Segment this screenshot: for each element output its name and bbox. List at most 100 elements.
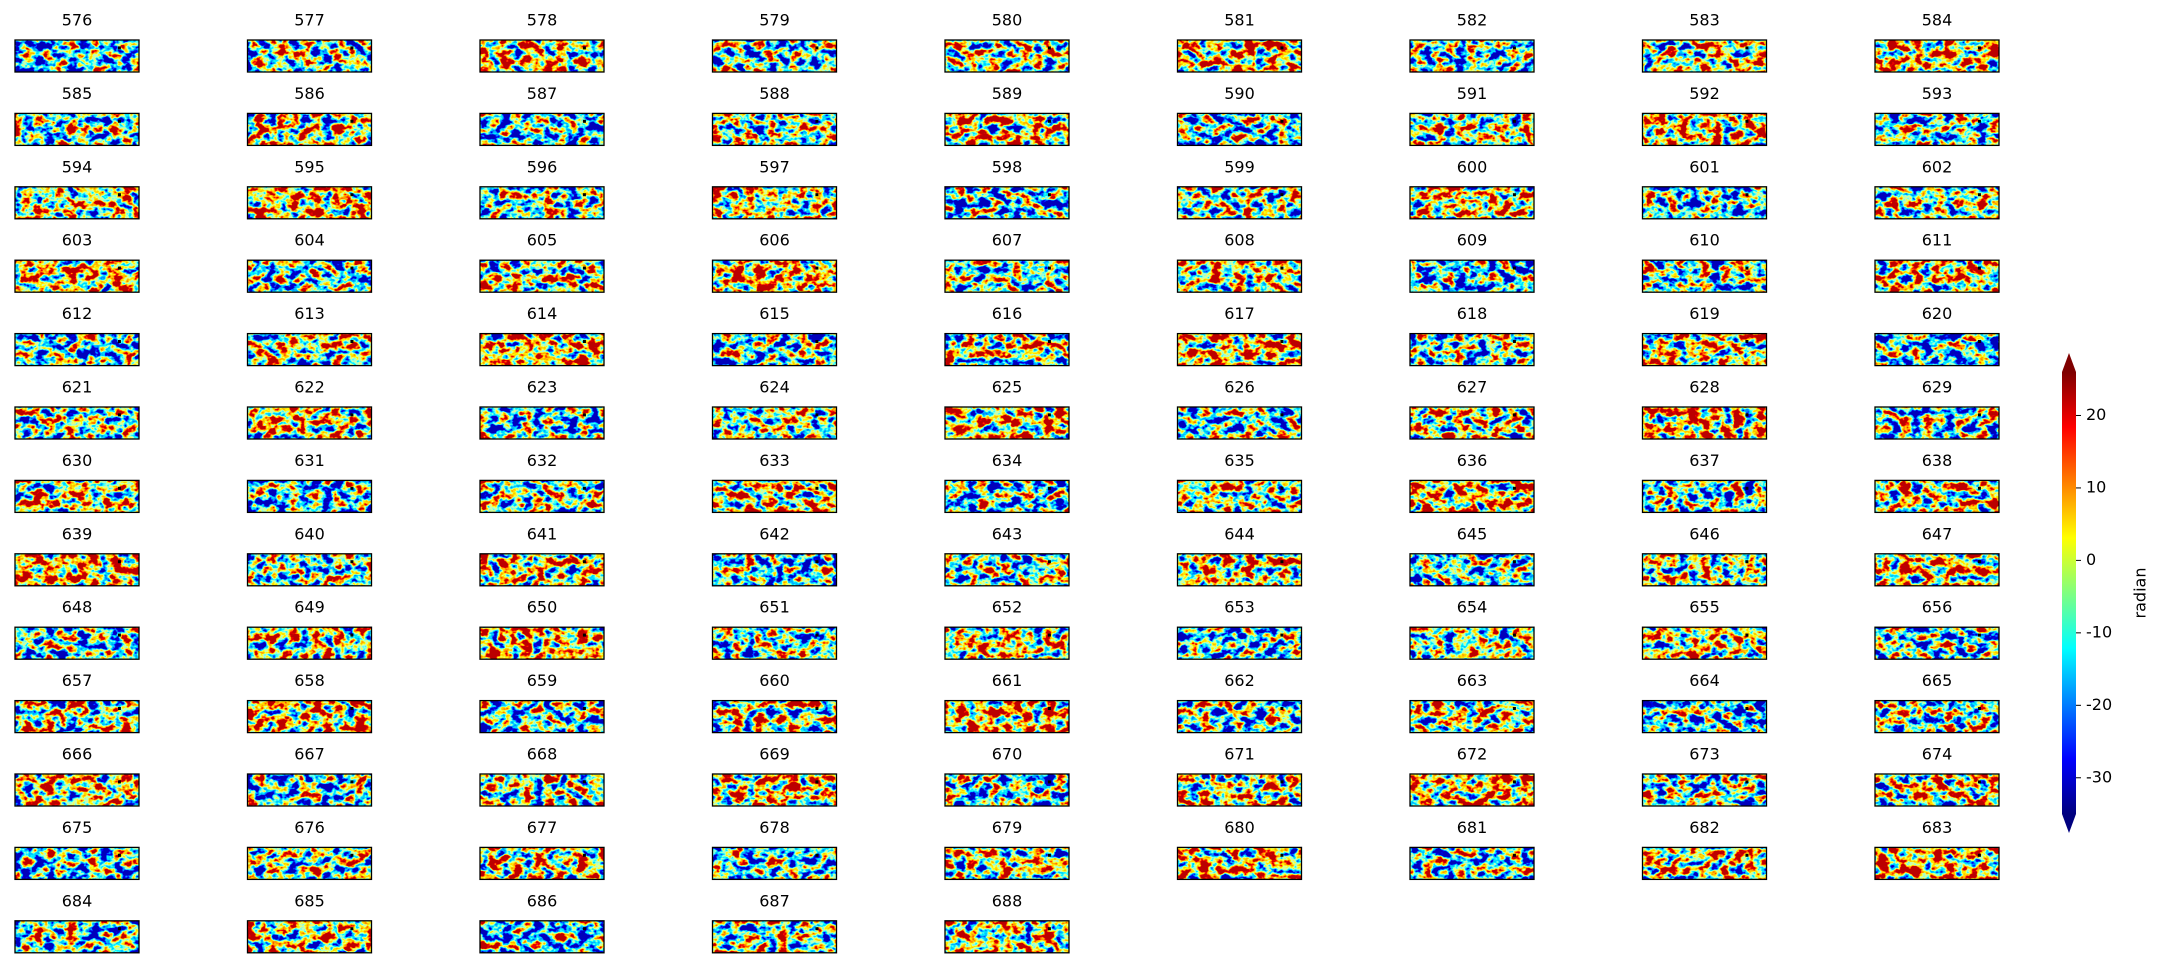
panel-frame <box>1176 259 1303 293</box>
reference-point <box>815 853 819 857</box>
reference-point <box>815 560 819 564</box>
panel-frame <box>479 773 605 807</box>
panel-frame <box>1409 699 1535 734</box>
panel-title: 676 <box>294 818 325 837</box>
panel-title: 597 <box>759 157 790 176</box>
panel-image <box>712 407 837 439</box>
panel-image <box>1875 774 1999 806</box>
panel-frame <box>246 626 373 660</box>
reference-point <box>1047 707 1051 710</box>
reference-point <box>1047 486 1051 490</box>
panel-title: 625 <box>992 378 1023 397</box>
panel-frame <box>14 186 140 220</box>
panel-image <box>1642 480 1767 513</box>
reference-point <box>582 486 586 490</box>
panel-image <box>247 407 372 439</box>
panel-title: 599 <box>1224 157 1255 176</box>
reference-point <box>1745 707 1749 710</box>
panel-frame <box>1641 553 1768 587</box>
panel-image <box>1875 40 1999 72</box>
panel-image <box>1875 186 1999 219</box>
panel-image <box>15 186 139 219</box>
panel-title: 653 <box>1224 598 1255 617</box>
reference-point <box>117 266 121 270</box>
panel-title: 596 <box>527 157 558 176</box>
panel-title: 592 <box>1689 84 1720 103</box>
panel-frame <box>1641 773 1768 807</box>
panel-image <box>15 553 139 586</box>
panel-title: 669 <box>759 745 790 764</box>
panel-frame <box>246 553 373 587</box>
panel-title: 650 <box>527 598 558 617</box>
panel-title: 624 <box>759 378 790 397</box>
panel-title: 660 <box>759 671 790 690</box>
reference-point <box>1512 413 1516 417</box>
panel-image <box>712 700 837 733</box>
panel-frame <box>1409 626 1535 660</box>
panel-title: 636 <box>1457 451 1488 470</box>
panel-title: 664 <box>1689 671 1720 690</box>
panel-frame <box>1176 186 1303 220</box>
panel-title: 680 <box>1224 818 1255 837</box>
panel-title: 659 <box>527 671 558 690</box>
panel-title: 619 <box>1689 304 1720 323</box>
panel-frame <box>1176 479 1303 514</box>
panel-image <box>247 627 372 660</box>
reference-point <box>1977 707 1981 710</box>
reference-point <box>1047 46 1051 50</box>
reference-point <box>1977 560 1981 564</box>
reference-point <box>815 340 819 343</box>
panel-title: 622 <box>294 378 325 397</box>
reference-point <box>1280 46 1284 50</box>
panel-title: 647 <box>1922 524 1953 543</box>
reference-point <box>350 340 354 343</box>
panel-frame <box>711 699 838 734</box>
panel-image <box>1410 774 1534 806</box>
panel-frame <box>14 626 140 660</box>
panel-image <box>945 627 1069 660</box>
reference-point <box>117 119 121 123</box>
reference-point <box>1745 780 1749 784</box>
panel-title: 628 <box>1689 378 1720 397</box>
panel-title: 595 <box>294 157 325 176</box>
reference-point <box>1512 780 1516 784</box>
panel-frame <box>14 846 140 881</box>
reference-point <box>1977 853 1981 857</box>
panel-image <box>1875 333 1999 366</box>
panel-frame <box>1874 626 2000 660</box>
panel-title: 638 <box>1922 451 1953 470</box>
panel-image <box>480 847 604 880</box>
reference-point <box>815 266 819 270</box>
panel-frame <box>246 39 373 73</box>
panel-title: 580 <box>992 11 1023 30</box>
panel-image <box>247 260 372 293</box>
reference-point <box>1745 633 1749 637</box>
panel-title: 611 <box>1922 231 1953 250</box>
panel-image <box>712 920 837 953</box>
panel-title: 627 <box>1457 378 1488 397</box>
panel-title: 600 <box>1457 157 1488 176</box>
panel-frame <box>479 626 605 660</box>
panel-frame <box>1409 186 1535 220</box>
panel-frame <box>14 259 140 293</box>
panel-title: 674 <box>1922 745 1953 764</box>
panel-image <box>1642 260 1767 293</box>
panel-image <box>1642 40 1767 72</box>
reference-point <box>1280 266 1284 270</box>
panel-title: 671 <box>1224 745 1255 764</box>
panel-title: 618 <box>1457 304 1488 323</box>
panel-title: 615 <box>759 304 790 323</box>
panel-image <box>1177 333 1302 366</box>
panel-title: 665 <box>1922 671 1953 690</box>
panel-title: 643 <box>992 524 1023 543</box>
reference-point <box>1977 193 1981 197</box>
reference-point <box>582 780 586 784</box>
panel-frame <box>1176 773 1303 807</box>
panel-title: 577 <box>294 11 325 30</box>
panel-frame <box>1176 406 1303 440</box>
panel-image <box>1642 847 1767 880</box>
panel-image <box>945 40 1069 72</box>
reference-point <box>1047 633 1051 637</box>
reference-point <box>582 193 586 197</box>
panel-frame <box>711 626 838 660</box>
